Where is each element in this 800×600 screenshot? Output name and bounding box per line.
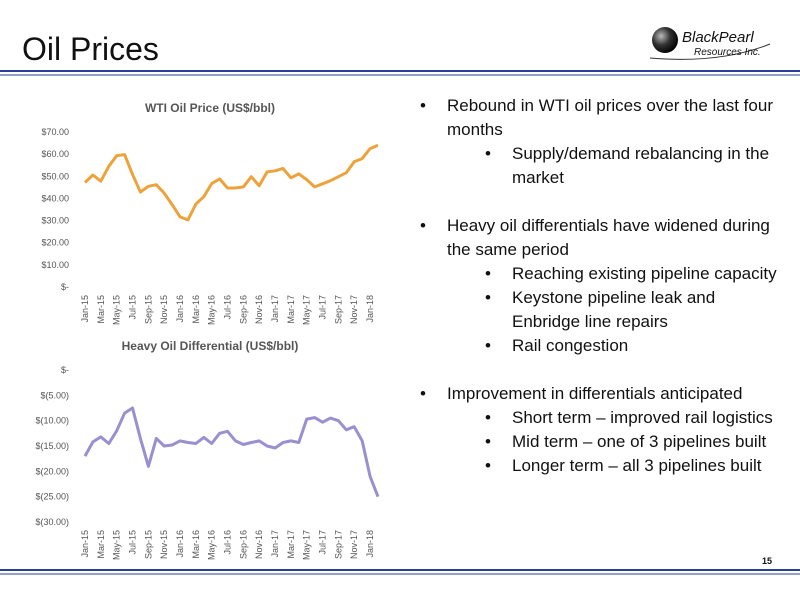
x-tick-label: May-17: [302, 295, 312, 325]
y-tick-label: $(30.00): [35, 517, 69, 527]
x-tick-label: Mar-15: [96, 530, 106, 559]
y-tick-label: $20.00: [41, 238, 69, 248]
sub-bullets: Supply/demand rebalancing in the market: [447, 142, 780, 190]
y-tick-label: $(15.00): [35, 441, 69, 451]
x-tick-label: Nov-16: [254, 530, 264, 559]
data-line: [83, 406, 380, 498]
x-tick-label: Jul-16: [223, 295, 233, 320]
x-tick-label: Jan-15: [80, 295, 90, 323]
bullet: Improvement in differentials anticipated…: [420, 382, 780, 478]
page-number: 15: [762, 556, 772, 566]
chart-title: WTI Oil Price (US$/bbl): [145, 101, 275, 115]
x-tick-label: Sep-16: [238, 295, 248, 324]
y-tick-label: $(25.00): [35, 492, 69, 502]
y-tick-label: $(10.00): [35, 416, 69, 426]
y-tick-label: $(20.00): [35, 466, 69, 476]
x-tick-label: Jul-15: [128, 530, 138, 555]
x-tick-label: Jul-15: [128, 295, 138, 320]
y-tick-label: $-: [61, 282, 69, 292]
x-tick-label: Nov-15: [159, 530, 169, 559]
data-line: [83, 143, 379, 222]
logo-pearl: [652, 27, 678, 53]
x-tick-label: Mar-17: [286, 530, 296, 559]
bullet-text: Improvement in differentials anticipated: [447, 384, 743, 403]
y-tick-label: $-: [61, 365, 69, 375]
y-tick-label: $30.00: [41, 216, 69, 226]
x-tick-label: May-15: [112, 530, 122, 560]
sub-bullet: Short term – improved rail logistics: [485, 406, 780, 430]
logo-swoosh: [649, 43, 771, 60]
x-tick-label: Jan-15: [80, 530, 90, 558]
y-tick-label: $60.00: [41, 149, 69, 159]
sub-bullet: Longer term – all 3 pipelines built: [485, 454, 780, 478]
x-tick-label: Mar-16: [191, 530, 201, 559]
bullet-list: Rebound in WTI oil prices over the last …: [420, 94, 780, 502]
logo-subtitle: Resources Inc.: [694, 47, 761, 58]
sub-bullet: Rail congestion: [485, 334, 780, 358]
x-tick-label: Jan-16: [175, 295, 185, 323]
x-tick-label: Sep-17: [333, 530, 343, 559]
x-tick-label: Jan-17: [270, 295, 280, 323]
x-tick-label: Mar-17: [286, 295, 296, 324]
x-tick-label: May-17: [302, 530, 312, 560]
chart-title: Heavy Oil Differential (US$/bbl): [122, 339, 299, 353]
x-tick-label: Jan-17: [270, 530, 280, 558]
x-tick-label: Jan-18: [365, 530, 375, 558]
y-tick-label: $40.00: [41, 193, 69, 203]
slide-title: Oil Prices: [22, 31, 159, 67]
x-tick-label: Jan-18: [365, 295, 375, 323]
x-tick-label: Jul-17: [318, 295, 328, 320]
sub-bullets: Short term – improved rail logisticsMid …: [447, 406, 780, 478]
sub-bullet: Supply/demand rebalancing in the market: [485, 142, 780, 190]
x-tick-label: Mar-15: [96, 295, 106, 324]
sub-bullets: Reaching existing pipeline capacityKeyst…: [447, 262, 780, 358]
x-tick-label: Sep-15: [143, 530, 153, 559]
bullet-text: Rebound in WTI oil prices over the last …: [447, 96, 773, 139]
sub-bullet: Mid term – one of 3 pipelines built: [485, 430, 780, 454]
sub-bullet: Reaching existing pipeline capacity: [485, 262, 780, 286]
x-tick-label: Mar-16: [191, 295, 201, 324]
x-tick-label: May-16: [207, 530, 217, 560]
logo-name: BlackPearl: [682, 29, 754, 46]
x-tick-label: Nov-15: [159, 295, 169, 324]
bullet: Rebound in WTI oil prices over the last …: [420, 94, 780, 190]
x-tick-label: Sep-17: [333, 295, 343, 324]
x-tick-label: Sep-16: [238, 530, 248, 559]
x-tick-label: Nov-16: [254, 295, 264, 324]
sub-bullet: Keystone pipeline leak and Enbridge line…: [485, 286, 780, 334]
y-tick-label: $10.00: [41, 260, 69, 270]
bullet-text: Heavy oil differentials have widened dur…: [447, 216, 770, 259]
x-tick-label: Jul-16: [223, 530, 233, 555]
y-tick-label: $(5.00): [40, 390, 69, 400]
bullet: Heavy oil differentials have widened dur…: [420, 214, 780, 358]
y-tick-label: $70.00: [41, 127, 69, 137]
bullets: Rebound in WTI oil prices over the last …: [420, 94, 780, 478]
x-tick-label: May-16: [207, 295, 217, 325]
x-tick-label: Jan-16: [175, 530, 185, 558]
x-tick-label: Nov-17: [349, 530, 359, 559]
x-tick-label: Sep-15: [143, 295, 153, 324]
x-tick-label: May-15: [112, 295, 122, 325]
x-tick-label: Jul-17: [318, 530, 328, 555]
y-tick-label: $50.00: [41, 171, 69, 181]
x-tick-label: Nov-17: [349, 295, 359, 324]
